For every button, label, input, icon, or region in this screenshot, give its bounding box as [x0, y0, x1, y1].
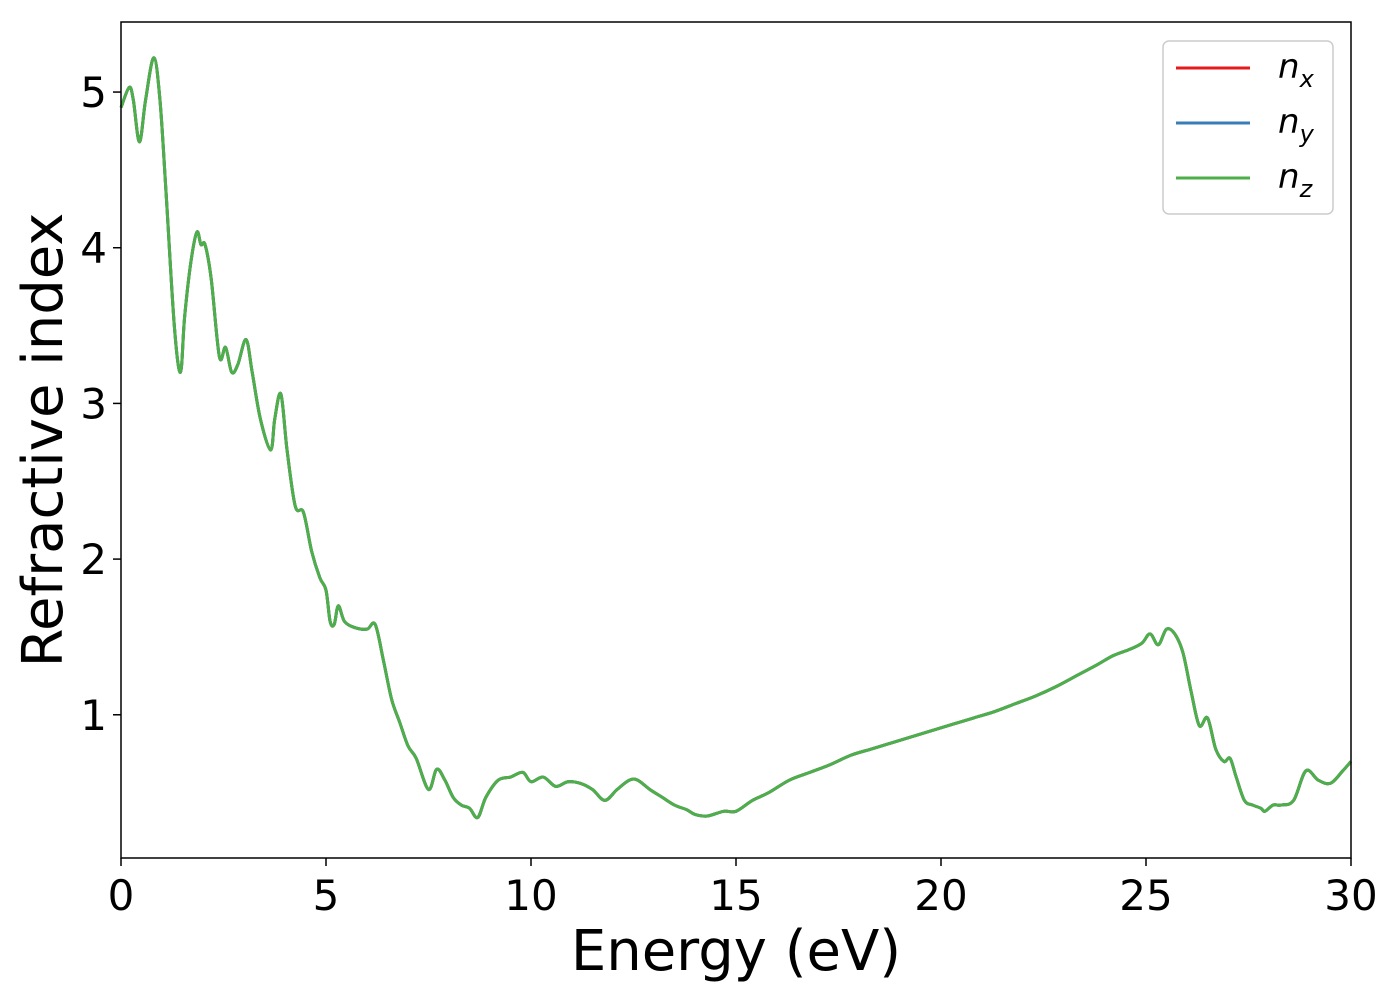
series-line-nz: [119, 56, 1353, 820]
x-tick-label: 20: [914, 871, 967, 920]
x-tick-label: 0: [108, 871, 135, 920]
legend-frame: [1162, 40, 1334, 215]
x-tick-label: 25: [1119, 871, 1172, 920]
y-tick-label: 2: [80, 535, 107, 584]
y-axis-label: Refractive index: [11, 213, 76, 668]
x-tick-label: 5: [313, 871, 340, 920]
x-axis-label: Energy (eV): [571, 919, 901, 984]
x-tick-label: 10: [504, 871, 557, 920]
y-tick-label: 1: [80, 691, 107, 740]
legend-label-nx: nx: [1278, 47, 1315, 93]
x-tick-label: 15: [709, 871, 762, 920]
y-axis-ticks: 1 2 3 4 5: [80, 68, 121, 740]
series-layer: [119, 56, 1353, 820]
legend-label-ny: ny: [1278, 102, 1315, 148]
y-tick-label: 5: [80, 68, 107, 117]
x-axis-ticks: 0 5 10 15 20 25 30: [108, 858, 1378, 920]
y-tick-label: 4: [80, 224, 107, 273]
x-tick-label: 30: [1324, 871, 1377, 920]
y-tick-label: 3: [80, 379, 107, 428]
